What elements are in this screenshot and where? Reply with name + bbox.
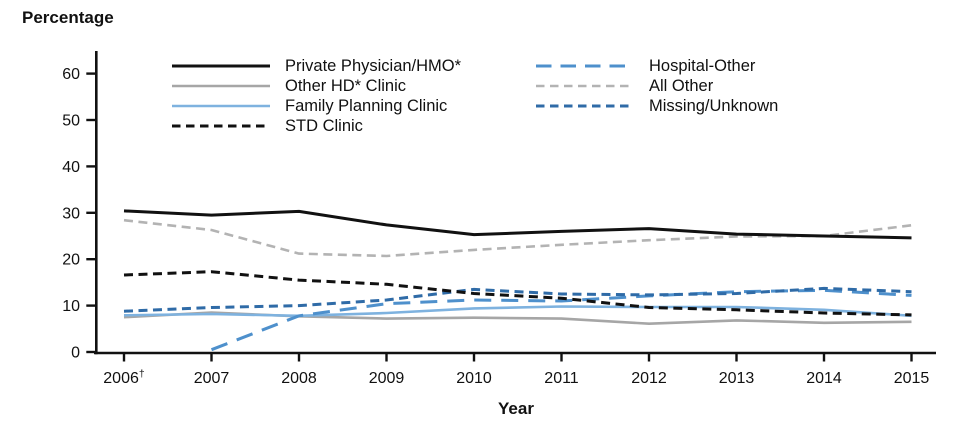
x-tick-label: 2012 (631, 370, 667, 387)
y-tick-label: 0 (71, 345, 80, 362)
legend-item-other-hd-clinic: Other HD* Clinic (172, 76, 461, 96)
x-tick-label: 2011 (544, 370, 579, 387)
legend-label: Hospital-Other (649, 57, 756, 75)
legend-label: Family Planning Clinic (285, 97, 448, 115)
y-axis-title: Percentage (22, 8, 114, 27)
x-tick-label: 2009 (369, 370, 405, 387)
series-line-private-physician-hmo (123, 209, 912, 240)
legend-item-family-planning-clinic: Family Planning Clinic (172, 96, 461, 116)
x-tick-label: 2010 (456, 370, 492, 387)
series-line-all-other (123, 218, 912, 258)
legend-line-swatch (172, 124, 270, 128)
footnote-marker: † (139, 368, 145, 380)
y-tick-label: 60 (62, 66, 80, 83)
legend-line-swatch (536, 64, 634, 68)
legend-item-hospital-other: Hospital-Other (536, 56, 778, 76)
legend-line-swatch (172, 84, 270, 88)
legend-item-all-other: All Other (536, 76, 778, 96)
y-tick-label: 20 (62, 252, 80, 269)
x-tick-label: 2006† (103, 368, 145, 387)
legend-item-missing-unknown: Missing/Unknown (536, 96, 778, 116)
legend-column-1: Private Physician/HMO* Other HD* Clinic Fa… (172, 56, 461, 136)
series-line-std-clinic (123, 270, 912, 317)
x-axis-title: Year (498, 399, 534, 418)
y-tick-label: 10 (62, 298, 80, 315)
legend-line-swatch (172, 104, 270, 108)
x-tick-label: 2008 (281, 370, 317, 387)
legend-line-swatch (536, 84, 634, 88)
legend-column-2: Hospital-Other All Other Missing/Unknown (536, 56, 778, 116)
y-tick-label: 40 (62, 159, 80, 176)
series-line-missing-unknown (123, 286, 912, 313)
legend-item-std-clinic: STD Clinic (172, 116, 461, 136)
series-line-family-planning-clinic (123, 305, 912, 318)
x-tick-label: 2014 (806, 370, 842, 387)
legend-item-private-physician-hmo: Private Physician/HMO* (172, 56, 461, 76)
legend-label: All Other (649, 77, 714, 95)
x-tick-label: 2015 (894, 370, 930, 387)
legend-label: Other HD* Clinic (285, 77, 407, 95)
legend-label: Missing/Unknown (649, 97, 779, 115)
legend-label: STD Clinic (285, 117, 363, 135)
x-tick-label: 2007 (194, 370, 230, 387)
legend-line-swatch (172, 64, 270, 68)
x-tick-label: 2013 (719, 370, 755, 387)
y-tick-label: 30 (62, 205, 80, 222)
series-line-hospital-other (210, 288, 912, 352)
y-tick-label: 50 (62, 113, 80, 130)
legend-label: Private Physician/HMO* (285, 57, 462, 75)
legend-line-swatch (536, 104, 634, 108)
